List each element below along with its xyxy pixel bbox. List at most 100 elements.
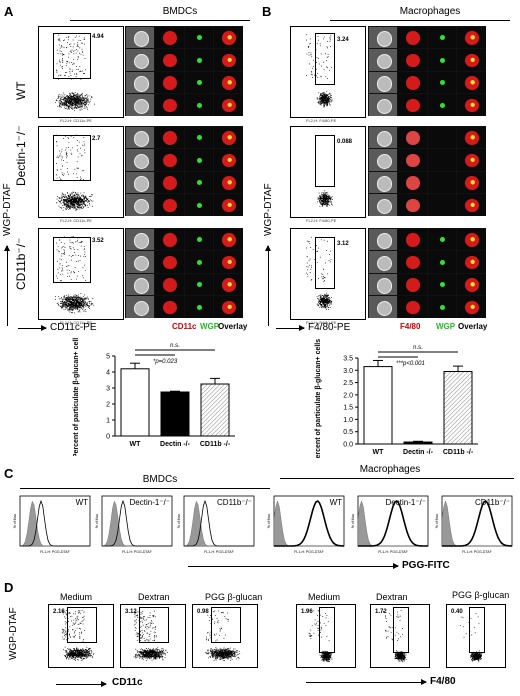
panel-d-letter: D <box>4 580 14 595</box>
histogram-y-label: % of Max <box>95 513 99 528</box>
imagestream-panel-dectin-a <box>125 126 243 216</box>
cell-image <box>457 149 486 171</box>
bar-0 <box>363 366 393 445</box>
panel-a-x-arrow <box>18 325 47 331</box>
cell-image <box>427 71 456 93</box>
gate-box <box>393 607 409 653</box>
cell-image <box>184 171 213 193</box>
dot-plot-dectin-b: 0.088 <box>290 126 366 218</box>
dot-plot-wt-a: 4.94 <box>38 26 124 118</box>
panel-c-title-right: Macrophages <box>359 464 421 475</box>
y-tick-label: 0 <box>106 434 110 441</box>
panel-d-big-y: WGP-DTAF <box>8 607 19 660</box>
gate-value: 3.24 <box>337 37 349 43</box>
cell-image <box>155 149 184 171</box>
cell-image <box>398 126 427 148</box>
gate-box <box>315 33 335 85</box>
row-label-cd11b-a: CD11b⁻/⁻ <box>14 237 28 290</box>
cell-image <box>184 94 213 116</box>
cell-image <box>398 273 427 295</box>
gate-value: 3.52 <box>92 238 104 244</box>
dot-plot-d-dextran-cd11c: 3.12 <box>120 604 186 668</box>
panel-b-title-rule <box>330 20 510 21</box>
control-histogram <box>441 500 512 547</box>
category-label: Dectin -/- <box>403 449 434 456</box>
cell-image <box>184 26 213 48</box>
dot-scatter <box>383 610 407 663</box>
panel-b-big-y: WGP-DTAF <box>263 183 274 236</box>
y-tick-label: 1.5 <box>343 405 353 412</box>
cell-image <box>125 171 154 193</box>
cell-image <box>457 49 486 71</box>
cell-image <box>214 171 243 193</box>
panel-a-letter: A <box>4 4 14 19</box>
panel-d-x-right: F4/80 <box>430 676 456 687</box>
legend-wgp-b: WGP <box>436 322 456 331</box>
panel-c-rule-left <box>20 488 270 489</box>
legend-f480: F4/80 <box>400 322 421 331</box>
d-label-dextran-l: Dextran <box>138 592 170 602</box>
cell-image <box>427 49 456 71</box>
histogram-x-label: FL1-H: PGG-DTAF <box>462 550 492 554</box>
cell-image <box>427 171 456 193</box>
bar-2 <box>200 383 230 437</box>
cell-image <box>184 126 213 148</box>
dot-plot-d-medium-cd11c: 2.16 <box>48 604 114 668</box>
bar-2 <box>443 371 473 445</box>
cell-image <box>368 149 397 171</box>
x-axis-label: FL2-H: CD11c-PE <box>60 320 92 325</box>
histogram-y-label: % of Max <box>13 513 17 528</box>
x-axis-label: FL2-H: F4/80-PE <box>306 118 337 123</box>
row-label-dectin-a: Dectin-1⁻/⁻ <box>14 125 28 186</box>
cell-image <box>155 228 184 250</box>
y-tick-label: 4 <box>106 370 110 377</box>
cell-image <box>427 149 456 171</box>
legend-wgp-a: WGP <box>200 322 220 331</box>
panel-d-x-arrow-left <box>56 681 107 687</box>
cell-image <box>427 26 456 48</box>
cell-image <box>125 194 154 216</box>
panel-a-big-x: CD11c-PE <box>50 322 97 333</box>
cell-image <box>125 94 154 116</box>
dot-scatter <box>305 236 333 310</box>
x-axis-label: FL2-H: F4/80-PE <box>306 218 337 223</box>
cell-image <box>155 126 184 148</box>
gate-box <box>67 607 97 643</box>
gate-box <box>53 33 91 79</box>
imagestream-panel-wt-b <box>368 26 486 116</box>
significance-ns: n.s. <box>170 343 180 349</box>
d-label-medium-r: Medium <box>308 592 341 602</box>
gate-value: 2.7 <box>92 136 101 142</box>
gate-value: 1.96 <box>301 609 313 615</box>
histogram-label: CD11b⁻/⁻ <box>217 498 252 507</box>
cell-image <box>368 94 397 116</box>
panel-c-x-arrow <box>188 563 399 569</box>
sample-histogram <box>274 500 345 547</box>
gate-value: 0.40 <box>451 609 463 615</box>
cell-image <box>214 273 243 295</box>
histogram-x-label: FL1-H: PGG-DTAF <box>122 550 152 554</box>
gate-box <box>315 135 335 187</box>
cell-image <box>184 251 213 273</box>
cell-image <box>427 228 456 250</box>
gate-box <box>319 607 335 653</box>
cell-image <box>368 26 397 48</box>
y-tick-label: 1 <box>106 418 110 425</box>
cell-image <box>125 49 154 71</box>
panel-a-big-y: WGP-DTAF <box>2 183 13 236</box>
histogram-x-label: FL1-H: PGG-DTAF <box>294 550 324 554</box>
dot-plot-d-medium-f480: 1.96 <box>296 604 356 668</box>
control-histogram <box>273 500 344 547</box>
cell-image <box>398 251 427 273</box>
cell-image <box>214 251 243 273</box>
histogram-x-label: FL1-H: PGG-DTAF <box>378 550 408 554</box>
histogram-label: WT <box>330 498 343 507</box>
y-tick-label: 1.0 <box>343 417 353 424</box>
dot-scatter <box>308 610 333 662</box>
cell-image <box>398 71 427 93</box>
panel-b-letter: B <box>262 4 272 19</box>
sample-histogram <box>102 499 172 547</box>
cell-image <box>214 71 243 93</box>
y-tick-label: 0.5 <box>343 429 353 436</box>
histogram-label: WT <box>76 498 89 507</box>
